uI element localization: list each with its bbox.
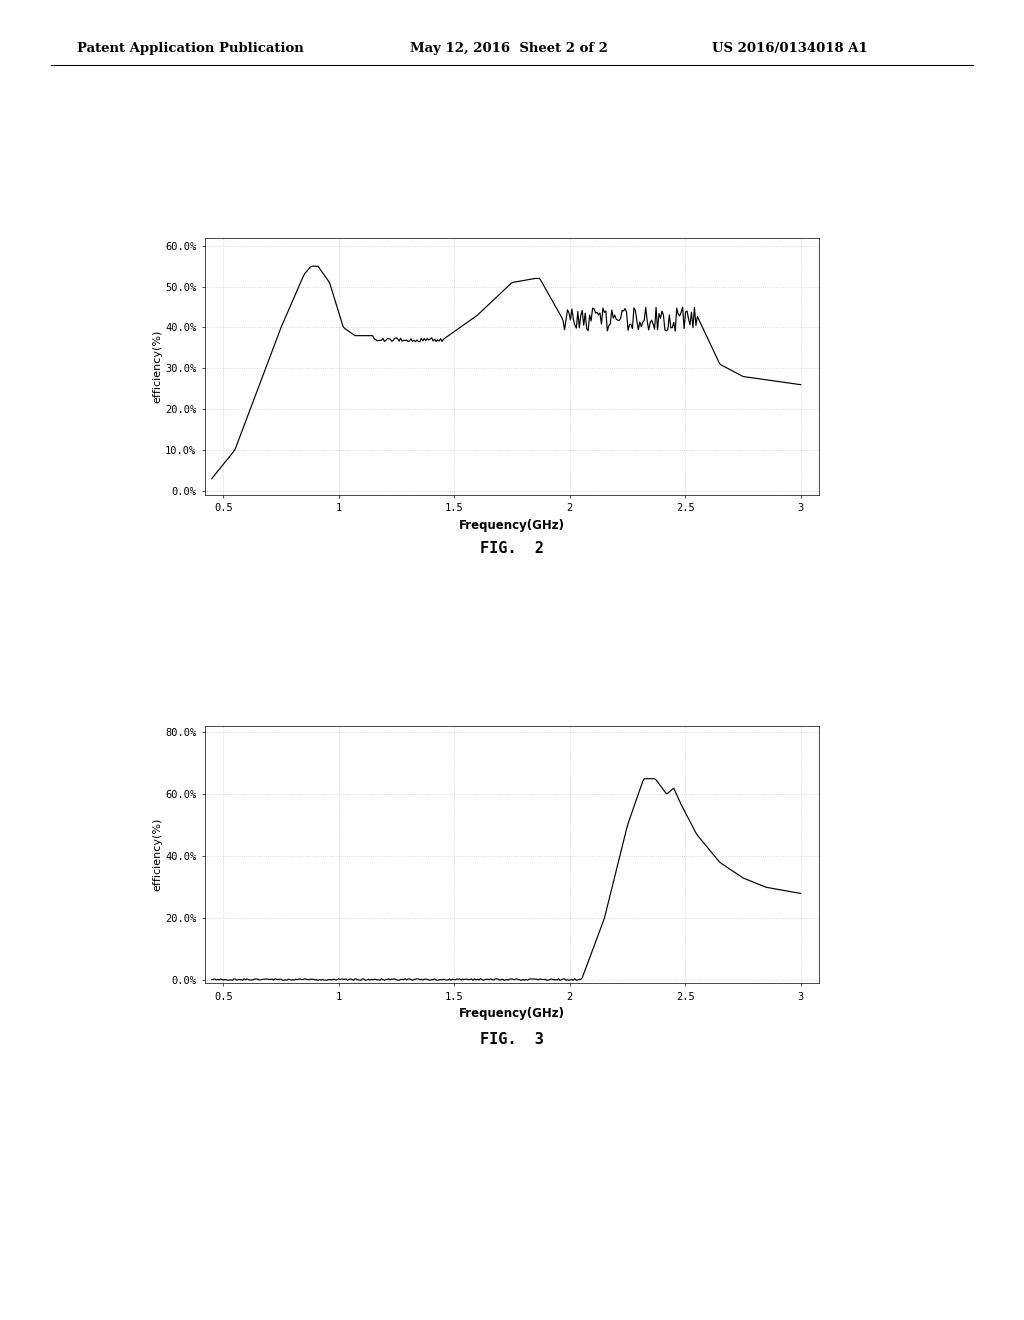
Y-axis label: efficiency(%): efficiency(%) [153,330,163,403]
X-axis label: Frequency(GHz): Frequency(GHz) [459,1007,565,1020]
X-axis label: Frequency(GHz): Frequency(GHz) [459,519,565,532]
Text: FIG.  2: FIG. 2 [480,541,544,556]
Text: Patent Application Publication: Patent Application Publication [77,42,303,55]
Text: May 12, 2016  Sheet 2 of 2: May 12, 2016 Sheet 2 of 2 [410,42,607,55]
Y-axis label: efficiency(%): efficiency(%) [153,818,163,891]
Text: US 2016/0134018 A1: US 2016/0134018 A1 [712,42,867,55]
Text: FIG.  3: FIG. 3 [480,1032,544,1047]
